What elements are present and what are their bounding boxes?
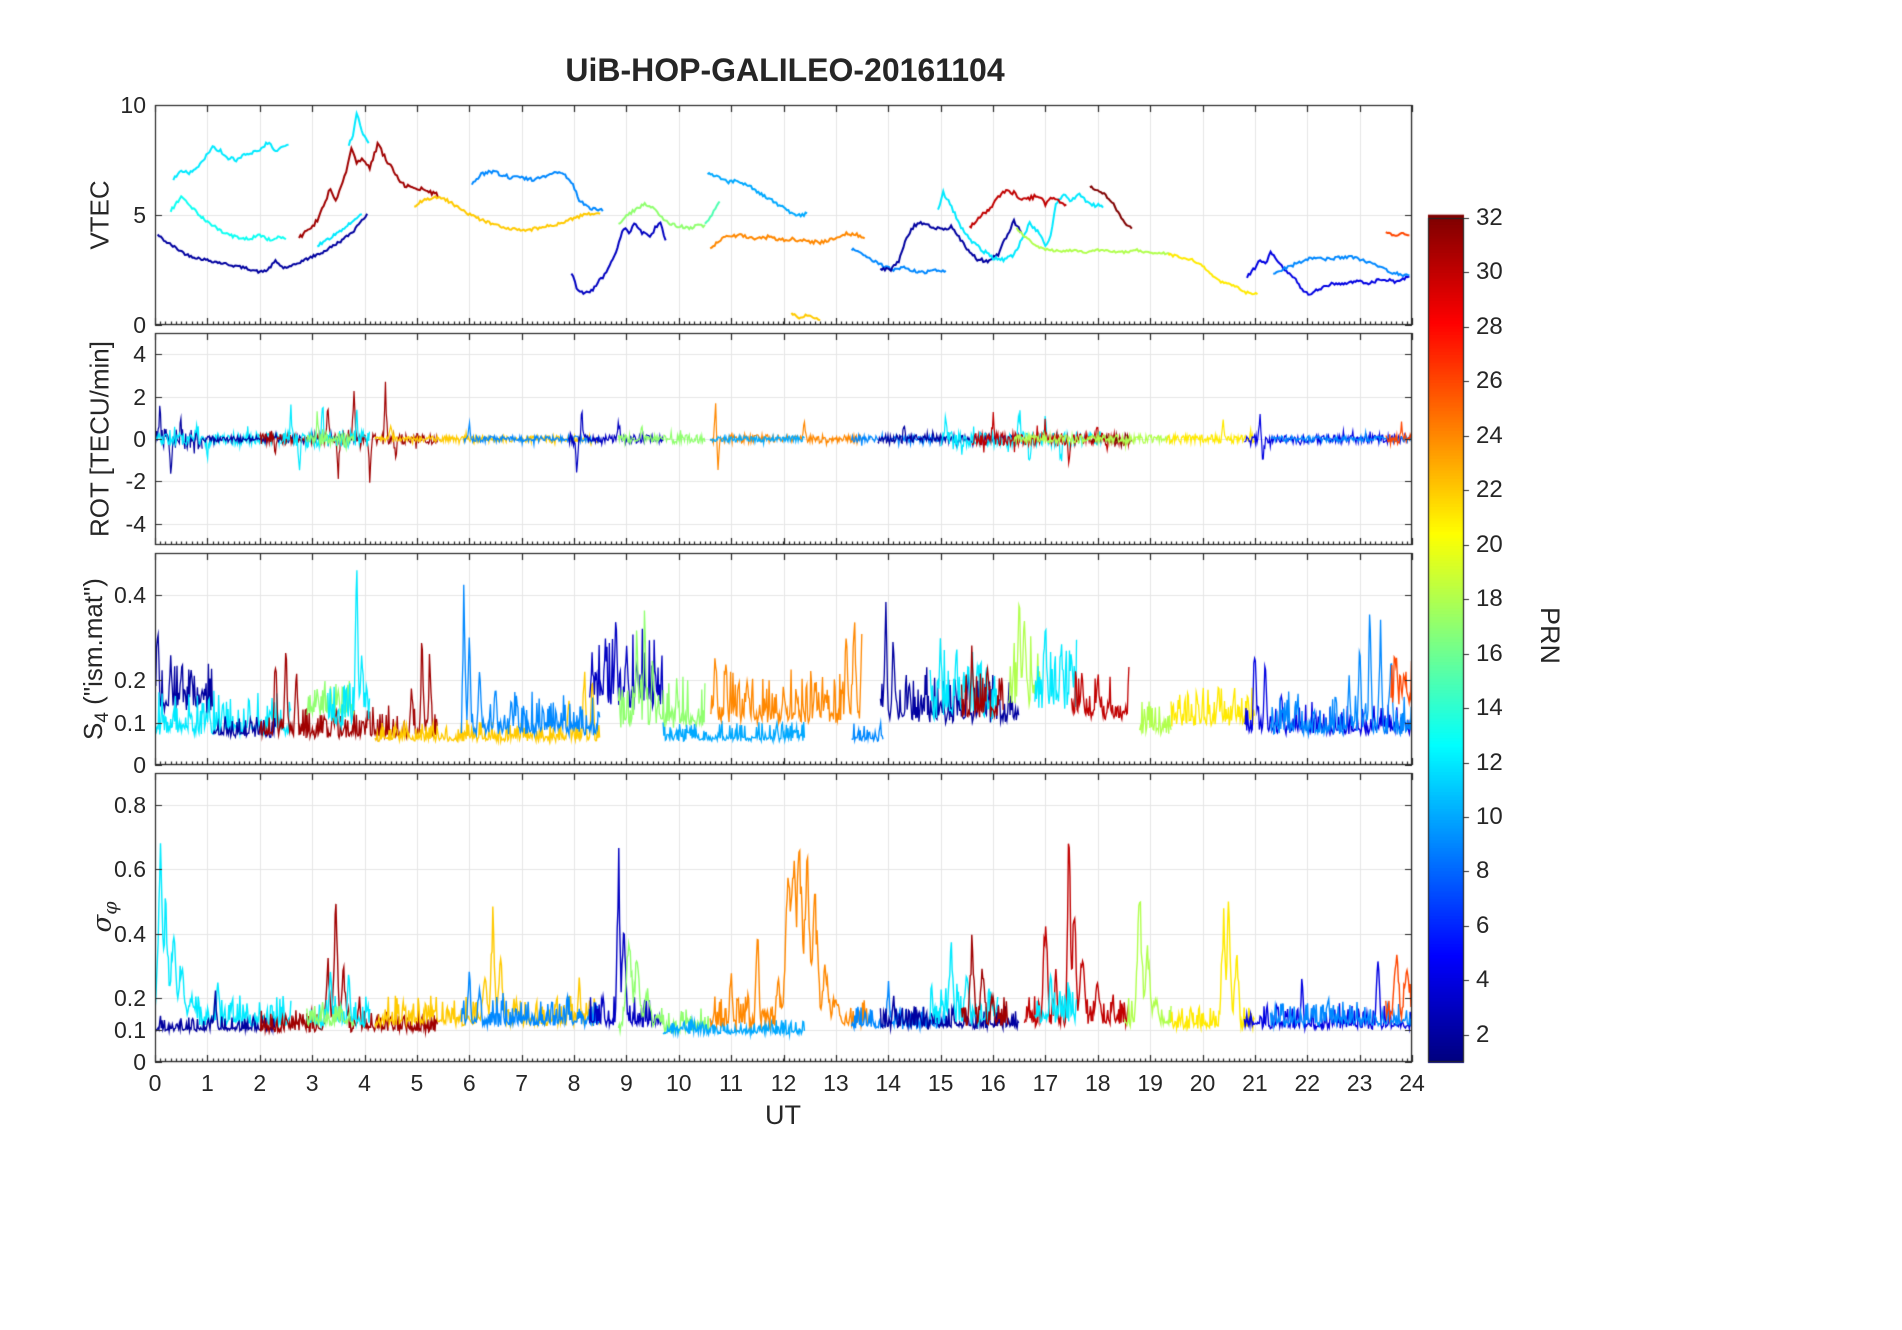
y-tick-label: 0.4 (114, 920, 146, 947)
y-tick-label: 0.2 (114, 667, 146, 694)
colorbar-tick-label: 22 (1476, 476, 1503, 504)
x-tick-label: 7 (515, 1070, 529, 1096)
x-tick-label: 19 (1137, 1070, 1163, 1096)
y-tick-label: 0.4 (114, 582, 146, 609)
y-tick-label: 4 (133, 341, 146, 368)
x-tick-label: 16 (980, 1070, 1006, 1096)
x-tick-label: 20 (1189, 1070, 1216, 1096)
x-tick-label: 22 (1294, 1070, 1321, 1096)
colorbar-tick-label: 12 (1476, 748, 1503, 776)
chart-title: UiB-HOP-GALILEO-20161104 (565, 52, 1005, 88)
x-tick-label: 5 (410, 1070, 424, 1096)
y-tick-label: -4 (125, 510, 146, 537)
x-tick-label: 11 (719, 1070, 744, 1096)
x-tick-label: 21 (1242, 1070, 1268, 1096)
x-tick-label: 14 (875, 1070, 902, 1096)
y-tick-label: 0.6 (114, 856, 146, 883)
phi-subscript: φ (99, 901, 122, 915)
y-tick-label: 0.1 (114, 1016, 146, 1043)
x-tick-label: 24 (1399, 1070, 1425, 1096)
y-tick-label: 0 (133, 752, 146, 778)
x-tick-label: 4 (358, 1070, 371, 1096)
colorbar-tick-label: 10 (1476, 802, 1503, 830)
x-tick-label: 17 (1032, 1070, 1059, 1096)
colorbar-tick-label: 14 (1476, 694, 1503, 722)
x-tick-label: 3 (305, 1070, 319, 1096)
x-tick-label: 0 (148, 1070, 162, 1096)
colorbar-tick-label: 4 (1476, 966, 1490, 994)
y-tick-label: 0.2 (114, 984, 146, 1011)
x-tick-label: 15 (927, 1070, 954, 1096)
x-tick-label: 6 (462, 1070, 476, 1096)
colorbar-tick-label: 32 (1476, 204, 1503, 231)
colorbar-tick-label: 20 (1476, 530, 1503, 558)
y-tick-label: 10 (120, 92, 146, 118)
y-tick-label: 2 (133, 383, 146, 410)
y-tick-label: 0.1 (114, 709, 146, 736)
colorbar-label: PRN (1535, 606, 1566, 665)
x-tick-label: 9 (619, 1070, 633, 1096)
y-tick-label: 0.8 (114, 792, 146, 819)
y-tick-label: 5 (133, 202, 146, 228)
y-tick-label: 0 (133, 1049, 146, 1075)
x-tick-label: 12 (770, 1070, 797, 1096)
colorbar-tick-label: 16 (1476, 639, 1503, 667)
colorbar-tick-label: 8 (1476, 857, 1490, 885)
colorbar-tick-label: 24 (1476, 421, 1503, 449)
colorbar-tick-label: 6 (1476, 911, 1490, 939)
x-tick-label: 1 (200, 1070, 214, 1096)
x-tick-label: 10 (665, 1070, 692, 1096)
x-axis-label: UT (765, 1100, 801, 1130)
colorbar-tick-label: 18 (1476, 585, 1503, 613)
y-tick-label: 0 (133, 426, 146, 452)
colorbar-tick-label: 2 (1476, 1020, 1490, 1048)
colorbar-tick-label: 28 (1476, 312, 1503, 340)
x-tick-label: 23 (1346, 1070, 1373, 1096)
x-tick-label: 18 (1084, 1070, 1111, 1096)
x-tick-label: 8 (567, 1070, 581, 1096)
y-tick-label: 0 (133, 312, 146, 338)
colorbar-tick-label: 26 (1476, 367, 1503, 395)
colorbar-tick-label: 30 (1476, 258, 1503, 286)
y-tick-label: -2 (125, 468, 146, 495)
x-tick-label: 2 (253, 1070, 267, 1096)
x-tick-label: 13 (823, 1070, 849, 1096)
